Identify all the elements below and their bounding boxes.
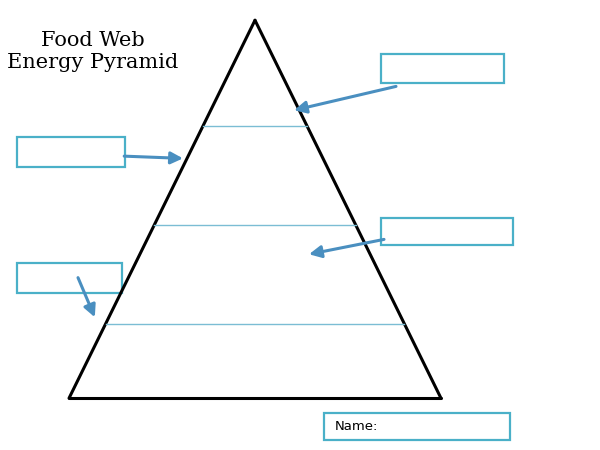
Bar — [381, 54, 504, 83]
Text: Name:: Name: — [335, 420, 378, 433]
Bar — [17, 263, 122, 292]
Text: Food Web
Energy Pyramid: Food Web Energy Pyramid — [7, 32, 179, 72]
Bar — [324, 413, 510, 440]
Bar — [17, 137, 125, 166]
Bar — [381, 218, 513, 245]
